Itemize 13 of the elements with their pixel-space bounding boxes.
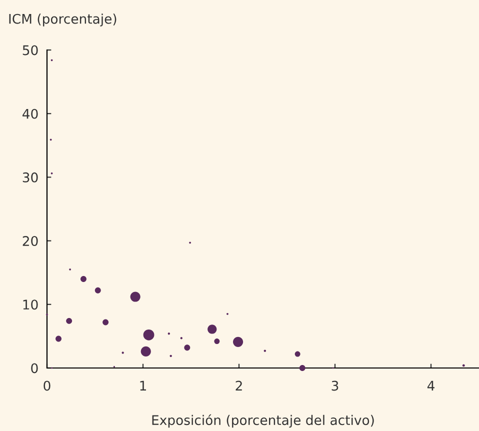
y-tick-label: 30: [22, 172, 38, 182]
x-tick-label: 1: [140, 380, 146, 391]
x-tick-label: 0: [44, 380, 50, 391]
x-tick-label: 3: [332, 380, 338, 391]
x-tick-label: 4: [427, 380, 434, 391]
y-tick-label: 40: [22, 108, 38, 119]
x-tick-label: 2: [236, 380, 242, 391]
y-tick-label: 20: [22, 236, 38, 246]
y-tick-label: 0: [31, 363, 38, 374]
y-axis-title: ICM (porcentaje): [9, 14, 116, 26]
y-tick-label: 10: [23, 300, 38, 310]
x-axis-title: Exposición (porcentaje del activo): [152, 414, 374, 428]
y-tick-label: 50: [22, 45, 38, 56]
